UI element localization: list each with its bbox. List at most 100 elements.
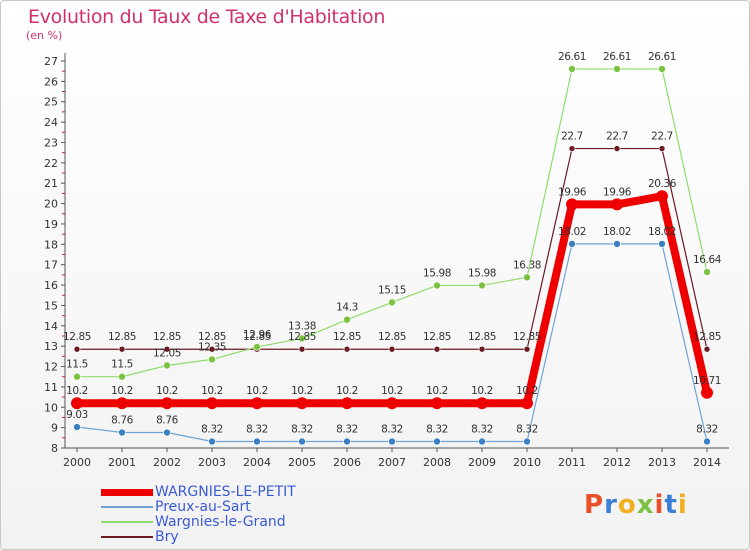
data-point-wargnies-le-petit	[386, 397, 398, 410]
data-label-bry: 12.85	[63, 331, 91, 343]
data-point-wargnies-le-petit	[431, 397, 443, 410]
data-point-wargnies-le-petit	[116, 397, 128, 410]
data-point-bry	[613, 145, 621, 152]
y-tick-label: 22	[44, 157, 58, 170]
x-tick-label: 2005	[288, 456, 316, 469]
data-point-wargnies-le-petit	[206, 397, 218, 410]
data-point-wargnies-le-grand	[343, 315, 351, 324]
data-point-preux-au-sart	[208, 437, 216, 446]
data-point-wargnies-le-grand	[703, 268, 711, 276]
data-point-bry	[388, 345, 396, 353]
data-label-bry: 12.85	[333, 331, 361, 343]
data-label-bry: 12.85	[423, 331, 451, 343]
chart-title: Evolution du Taux de Taxe d'Habitation	[28, 6, 386, 28]
x-tick-label: 2007	[378, 456, 406, 469]
y-tick-label: 27	[44, 55, 58, 68]
data-label-bry: 12.85	[288, 331, 316, 343]
data-label-wargnies-le-grand: 12.05	[153, 348, 181, 360]
y-tick-label: 17	[44, 259, 58, 272]
data-label-bry: 22.7	[651, 131, 673, 143]
data-label-preux-au-sart: 18.02	[558, 226, 586, 238]
data-label-wargnies-le-grand: 14.3	[336, 302, 358, 314]
data-point-wargnies-le-grand	[73, 372, 81, 381]
data-point-wargnies-le-grand	[118, 372, 126, 381]
legend-label: Wargnies-le-Grand	[155, 514, 286, 530]
data-point-preux-au-sart	[343, 437, 351, 446]
x-tick-label: 2013	[648, 456, 676, 469]
data-label-preux-au-sart: 8.32	[246, 423, 268, 435]
data-label-wargnies-le-grand: 26.61	[603, 51, 631, 63]
legend-swatch	[101, 506, 153, 508]
data-point-preux-au-sart	[568, 240, 576, 248]
x-tick-label: 2012	[603, 456, 631, 469]
data-point-wargnies-le-petit	[566, 198, 578, 211]
data-point-wargnies-le-petit	[476, 397, 488, 410]
data-point-wargnies-le-grand	[478, 281, 486, 290]
data-point-wargnies-le-grand	[388, 298, 396, 307]
data-label-wargnies-le-grand: 15.98	[423, 267, 451, 279]
data-point-bry	[703, 345, 711, 353]
data-label-bry: 12.85	[468, 331, 496, 343]
x-tick-label: 2006	[333, 456, 361, 469]
data-point-wargnies-le-petit	[701, 386, 713, 399]
proxiti-logo: Proxiti	[584, 490, 688, 520]
data-point-bry	[298, 345, 306, 353]
data-point-wargnies-le-petit	[296, 397, 308, 410]
data-label-bry: 12.85	[513, 331, 541, 343]
data-label-wargnies-le-petit: 10.2	[516, 385, 538, 397]
legend-swatch	[101, 521, 153, 523]
data-label-wargnies-le-grand: 11.5	[111, 359, 133, 371]
data-label-bry: 12.85	[153, 331, 181, 343]
data-point-preux-au-sart	[613, 240, 621, 248]
data-label-bry: 12.85	[378, 331, 406, 343]
data-label-preux-au-sart: 8.32	[516, 423, 538, 435]
data-label-preux-au-sart: 9.03	[66, 409, 88, 421]
data-label-wargnies-le-petit: 19.96	[558, 186, 587, 198]
data-label-wargnies-le-petit: 10.2	[381, 385, 403, 397]
data-label-wargnies-le-petit: 10.2	[426, 385, 448, 397]
data-label-preux-au-sart: 8.76	[111, 415, 133, 427]
legend-label: Preux-au-Sart	[155, 499, 251, 515]
y-tick-label: 8	[51, 442, 58, 455]
y-tick-label: 20	[44, 198, 58, 211]
data-label-preux-au-sart: 8.32	[201, 423, 223, 435]
logo-letter: x	[636, 490, 655, 520]
data-label-preux-au-sart: 8.32	[426, 423, 448, 435]
logo-letter: i	[677, 490, 688, 520]
data-label-preux-au-sart: 8.32	[696, 423, 718, 435]
x-tick-label: 2009	[468, 456, 496, 469]
data-point-wargnies-le-petit	[71, 397, 83, 410]
logo-letter: P	[584, 490, 605, 520]
y-tick-label: 18	[44, 238, 58, 251]
data-point-wargnies-le-grand	[298, 334, 306, 343]
y-tick-label: 16	[44, 279, 58, 292]
data-point-bry	[73, 345, 81, 353]
data-point-bry	[118, 345, 126, 353]
data-label-wargnies-le-grand: 13.38	[288, 320, 316, 332]
data-label-wargnies-le-grand: 12.96	[243, 329, 272, 341]
data-point-preux-au-sart	[433, 437, 441, 446]
data-point-preux-au-sart	[118, 428, 126, 437]
data-label-preux-au-sart: 8.32	[291, 423, 313, 435]
data-point-wargnies-le-grand	[613, 65, 621, 73]
x-tick-label: 2004	[243, 456, 271, 469]
legend-swatch	[101, 536, 153, 538]
data-label-wargnies-le-petit: 10.2	[291, 385, 313, 397]
y-tick-label: 13	[44, 340, 58, 353]
chart-unit: (en %)	[26, 29, 63, 42]
data-label-wargnies-le-grand: 16.64	[693, 254, 722, 266]
data-label-bry: 22.7	[561, 131, 583, 143]
logo-letter: i	[654, 490, 665, 520]
data-point-wargnies-le-grand	[658, 65, 666, 73]
y-tick-label: 26	[44, 75, 58, 88]
data-point-wargnies-le-grand	[163, 361, 171, 370]
data-label-preux-au-sart: 8.32	[381, 423, 403, 435]
data-point-wargnies-le-petit	[521, 397, 533, 410]
data-point-preux-au-sart	[703, 437, 711, 446]
y-tick-label: 9	[51, 422, 58, 435]
data-label-wargnies-le-petit: 10.2	[66, 385, 88, 397]
data-label-wargnies-le-grand: 12.35	[198, 341, 226, 353]
data-point-bry	[478, 345, 486, 353]
y-tick-label: 12	[44, 361, 58, 374]
